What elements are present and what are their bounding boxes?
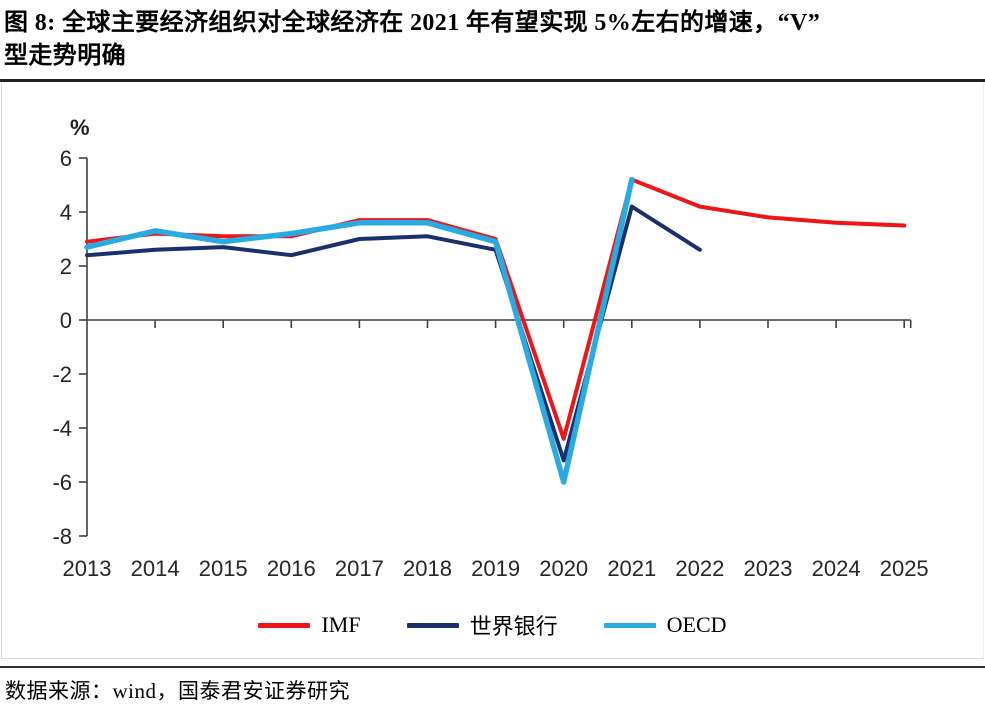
x-axis-tick-label: 2017: [335, 556, 384, 581]
y-axis-unit-label: %: [70, 115, 90, 140]
y-axis-tick-label: -6: [52, 470, 72, 495]
series-line-世界银行: [85, 204, 702, 463]
imf-line-swatch: [258, 622, 311, 628]
figure-title-line1: 图 8: 全球主要经济组织对全球经济在 2021 年有望实现 5%左右的增速，“…: [4, 10, 821, 36]
x-axis-tick-label: 2021: [607, 556, 656, 581]
x-axis-tick-label: 2024: [812, 556, 861, 581]
x-axis-tick-label: 2019: [471, 556, 520, 581]
world-bank-line-swatch: [406, 622, 459, 628]
figure-title-line2: 型走势明确: [4, 43, 126, 69]
data-source-note: 数据来源：wind，国泰君安证券研究: [5, 679, 350, 703]
x-axis-tick-label: 2022: [675, 556, 724, 581]
series-line-oecd: [84, 176, 635, 485]
y-axis-tick-label: -4: [52, 416, 72, 441]
legend-label-imf: IMF: [321, 612, 361, 637]
x-axis-tick-label: 2023: [744, 556, 793, 581]
series-line-imf: [85, 177, 907, 441]
x-axis-tick-label: 2013: [63, 556, 112, 581]
x-axis-tick-label: 2025: [880, 556, 929, 581]
y-axis-tick-label: 0: [60, 308, 72, 333]
y-axis-tick-label: -2: [52, 362, 72, 387]
line-chart-canvas: % 6 4 2 0 -2 -4 -6 -8 2013 2014 2015 2016 2017 2018 201…: [52, 115, 929, 581]
axes: [79, 157, 912, 537]
y-axis-tick-label: -8: [52, 524, 72, 549]
legend-label-oecd: OECD: [666, 612, 727, 637]
figure-title: 图 8: 全球主要经济组织对全球经济在 2021 年有望实现 5%左右的增速，“…: [0, 0, 985, 79]
oecd-line-swatch: [603, 622, 656, 628]
legend-item-oecd: OECD: [603, 612, 727, 638]
y-axis-tick-label: 6: [60, 146, 72, 171]
title-divider: [0, 79, 985, 82]
x-axis-tick-label: 2015: [199, 556, 248, 581]
x-axis-tick-label: 2016: [267, 556, 316, 581]
y-axis-tick-label: 4: [60, 200, 72, 225]
legend-item-imf: IMF: [258, 612, 361, 638]
x-axis-tick-label: 2018: [403, 556, 452, 581]
legend-item-world-bank: 世界银行: [406, 609, 558, 641]
legend-label-world-bank: 世界银行: [469, 614, 558, 639]
x-axis-tick-label: 2014: [131, 556, 180, 581]
footer-divider: [0, 666, 985, 668]
y-axis-tick-label: 2: [60, 254, 72, 279]
chart-legend: IMF 世界银行 OECD: [2, 609, 983, 641]
x-axis-tick-label: 2020: [539, 556, 588, 581]
growth-line-chart: % 6 4 2 0 -2 -4 -6 -8 2013 2014 2015 2016 2017 2018 201…: [1, 83, 984, 659]
